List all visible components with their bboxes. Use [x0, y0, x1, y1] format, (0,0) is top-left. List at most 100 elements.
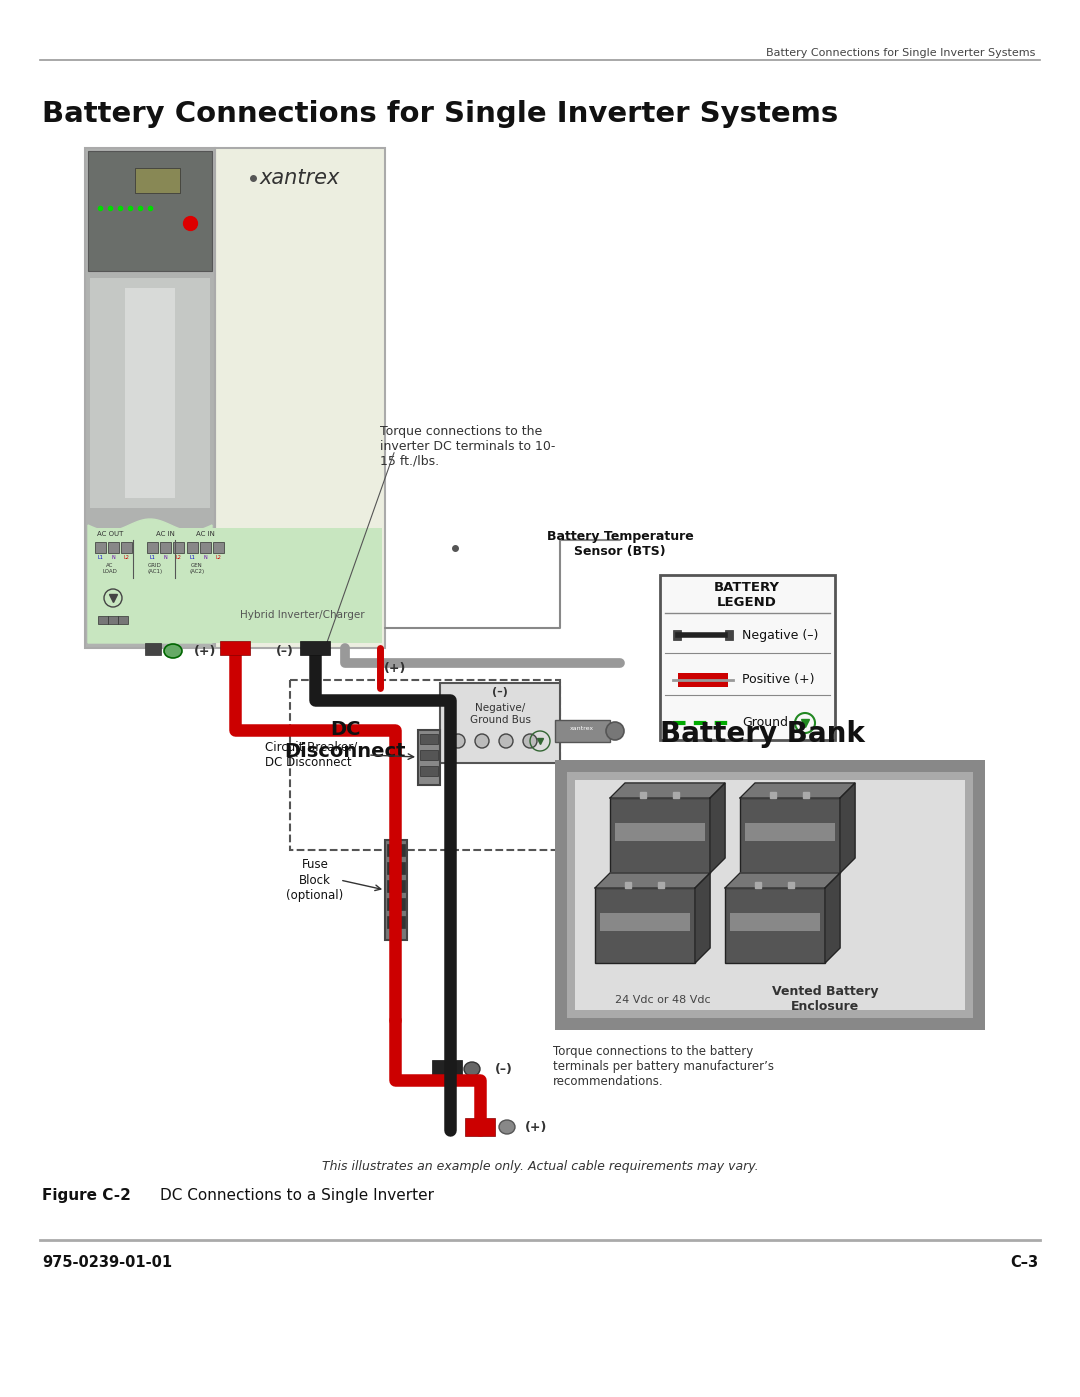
Polygon shape: [610, 782, 725, 798]
Text: Battery Bank: Battery Bank: [660, 719, 865, 747]
Text: Fuse
Block
(optional): Fuse Block (optional): [286, 859, 343, 901]
Text: Torque connections to the
inverter DC terminals to 10-
15 ft./lbs.: Torque connections to the inverter DC te…: [380, 425, 555, 468]
Bar: [108, 542, 119, 553]
Text: (+): (+): [193, 645, 216, 658]
Text: Positive (+): Positive (+): [742, 673, 814, 686]
Bar: [725, 888, 825, 963]
Bar: [95, 542, 106, 553]
Bar: [121, 542, 132, 553]
Ellipse shape: [451, 733, 465, 747]
Bar: [730, 914, 820, 930]
Text: (–): (–): [492, 687, 508, 697]
Bar: [420, 733, 438, 745]
Polygon shape: [87, 520, 212, 643]
Ellipse shape: [499, 1120, 515, 1134]
Bar: [740, 798, 840, 873]
Bar: [220, 641, 249, 655]
Bar: [125, 288, 175, 497]
Polygon shape: [825, 873, 840, 963]
Text: AC
LOAD: AC LOAD: [103, 563, 118, 574]
Text: Circuit Breaker/
DC Disconnect: Circuit Breaker/ DC Disconnect: [265, 740, 357, 768]
Polygon shape: [725, 873, 840, 888]
Bar: [600, 914, 690, 930]
Bar: [678, 673, 728, 687]
Ellipse shape: [499, 733, 513, 747]
Bar: [673, 630, 681, 640]
Bar: [440, 683, 561, 763]
Bar: [567, 773, 973, 1018]
Bar: [387, 898, 405, 909]
Bar: [85, 148, 215, 648]
Ellipse shape: [164, 644, 183, 658]
Bar: [108, 616, 118, 624]
Bar: [387, 916, 405, 928]
Text: (+): (+): [383, 662, 406, 675]
Text: L1: L1: [149, 555, 156, 560]
Ellipse shape: [606, 722, 624, 740]
Text: DC Connections to a Single Inverter: DC Connections to a Single Inverter: [160, 1187, 434, 1203]
Text: xantrex: xantrex: [260, 168, 340, 189]
Bar: [745, 823, 835, 841]
Bar: [420, 750, 438, 760]
Text: GEN
(AC2): GEN (AC2): [189, 563, 204, 574]
Text: L1: L1: [97, 555, 104, 560]
Text: Negative/
Ground Bus: Negative/ Ground Bus: [470, 703, 530, 725]
Bar: [147, 542, 158, 553]
Polygon shape: [740, 782, 855, 798]
Text: L1: L1: [190, 555, 195, 560]
Text: Ground: Ground: [742, 717, 788, 729]
Ellipse shape: [523, 733, 537, 747]
Text: DC
Disconnect: DC Disconnect: [284, 719, 406, 761]
Text: 975-0239-01-01: 975-0239-01-01: [42, 1255, 172, 1270]
Text: L2: L2: [123, 555, 130, 560]
Text: AC IN: AC IN: [195, 531, 215, 536]
Text: (–): (–): [495, 1063, 513, 1076]
Text: Torque connections to the battery
terminals per battery manufacturer’s
recommend: Torque connections to the battery termin…: [553, 1045, 774, 1088]
Text: Vented Battery
Enclosure: Vented Battery Enclosure: [772, 985, 878, 1013]
Text: (–): (–): [276, 645, 294, 658]
Text: 24 Vdc or 48 Vdc: 24 Vdc or 48 Vdc: [615, 995, 711, 1004]
Text: Hybrid Inverter/Charger: Hybrid Inverter/Charger: [240, 610, 365, 620]
Text: C–3: C–3: [1010, 1255, 1038, 1270]
Bar: [300, 641, 330, 655]
Text: Battery Connections for Single Inverter Systems: Battery Connections for Single Inverter …: [766, 47, 1035, 59]
Bar: [595, 888, 696, 963]
Bar: [725, 630, 733, 640]
Bar: [615, 823, 705, 841]
Text: Battery Temperature
Sensor (BTS): Battery Temperature Sensor (BTS): [546, 529, 693, 557]
Text: BATTERY
LEGEND: BATTERY LEGEND: [714, 581, 780, 609]
Ellipse shape: [464, 1062, 480, 1076]
Text: GRID
(AC1): GRID (AC1): [148, 563, 163, 574]
Bar: [160, 542, 171, 553]
Polygon shape: [710, 782, 725, 873]
Bar: [291, 680, 561, 849]
Text: N: N: [164, 555, 167, 560]
Polygon shape: [595, 873, 710, 888]
Bar: [213, 542, 224, 553]
Bar: [387, 844, 405, 856]
Bar: [118, 616, 129, 624]
Polygon shape: [696, 873, 710, 963]
Bar: [87, 528, 382, 643]
Bar: [660, 576, 835, 740]
Text: N: N: [204, 555, 207, 560]
Bar: [432, 1060, 462, 1078]
Ellipse shape: [475, 733, 489, 747]
Bar: [420, 766, 438, 775]
Bar: [610, 798, 710, 873]
Bar: [90, 278, 210, 509]
Bar: [387, 862, 405, 875]
Bar: [145, 643, 161, 655]
Bar: [418, 731, 440, 785]
Bar: [135, 168, 180, 193]
Bar: [87, 151, 212, 271]
Bar: [200, 542, 211, 553]
Bar: [187, 542, 198, 553]
Text: AC OUT: AC OUT: [97, 531, 123, 536]
Text: This illustrates an example only. Actual cable requirements may vary.: This illustrates an example only. Actual…: [322, 1160, 758, 1173]
Bar: [387, 880, 405, 893]
Bar: [555, 760, 985, 1030]
Bar: [575, 780, 966, 1010]
Bar: [384, 840, 407, 940]
Text: Negative (–): Negative (–): [742, 629, 819, 641]
